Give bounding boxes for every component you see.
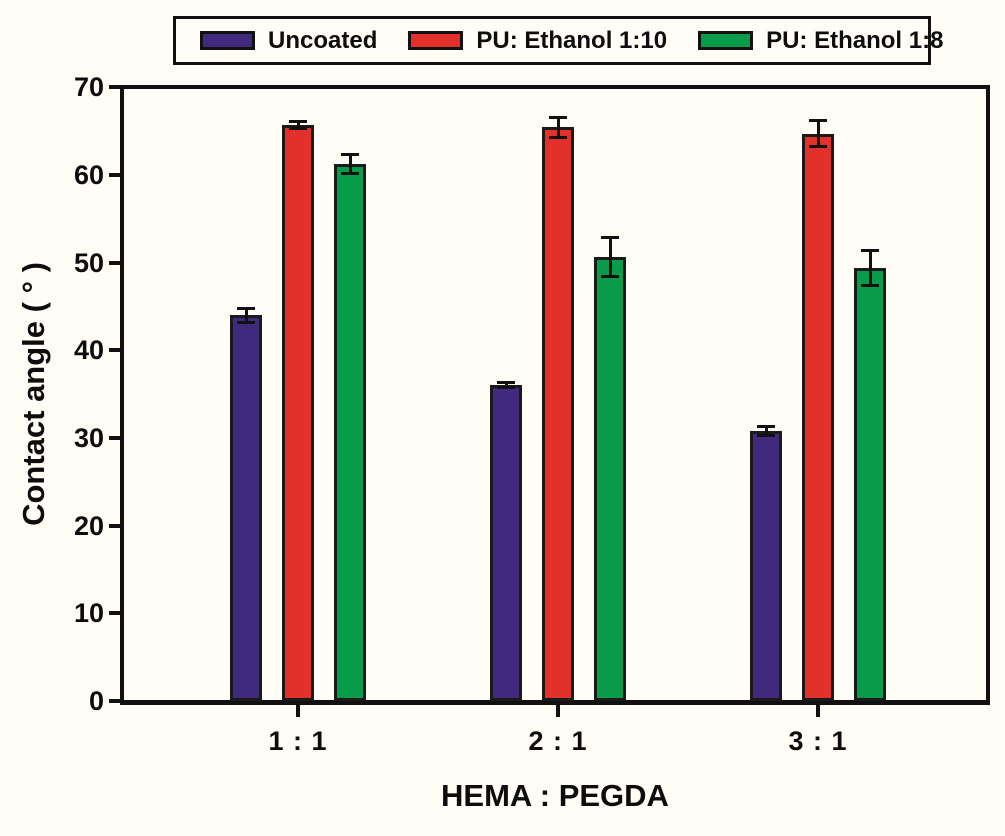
x-axis-tick	[296, 705, 300, 717]
legend-item: PU: Ethanol 1:10	[408, 27, 667, 55]
y-axis-tick	[109, 699, 120, 703]
bar	[334, 164, 366, 701]
legend-swatch	[200, 31, 255, 50]
x-category-label: 1 : 1	[268, 726, 328, 756]
error-bar-line	[764, 426, 768, 436]
bar	[594, 257, 626, 701]
error-bar-line	[296, 121, 300, 129]
error-bar-line	[868, 250, 872, 286]
error-bar-line	[608, 237, 612, 277]
y-axis-tick	[109, 348, 120, 353]
y-tick-label: 10	[73, 598, 104, 629]
error-bar-line	[556, 117, 560, 138]
error-bar-cap-top	[237, 306, 255, 310]
error-bar-cap-bottom	[601, 275, 619, 279]
y-axis-tick	[109, 85, 120, 90]
legend-item: Uncoated	[200, 27, 377, 55]
y-tick-label: 40	[73, 335, 104, 366]
error-bar-cap-top	[549, 116, 567, 120]
error-bar-cap-top	[341, 153, 359, 157]
y-axis-tick	[109, 611, 120, 616]
x-category-label: 2 : 1	[528, 726, 588, 756]
error-bar-cap-bottom	[497, 386, 515, 390]
error-bar-cap-top	[497, 381, 515, 385]
chart-legend: Uncoated PU: Ethanol 1:10 PU: Ethanol 1:8	[173, 16, 943, 65]
y-tick-label: 60	[73, 159, 104, 190]
error-bar-line	[504, 382, 508, 388]
error-bar-line	[244, 308, 248, 323]
bar	[854, 267, 886, 701]
error-bar-cap-bottom	[341, 172, 359, 176]
y-tick-label: 70	[73, 72, 104, 103]
error-bar-cap-top	[601, 236, 619, 240]
legend-label: Uncoated	[268, 26, 378, 54]
legend-item: PU: Ethanol 1:8	[698, 27, 943, 55]
bar	[802, 133, 834, 701]
error-bar-line	[348, 154, 352, 174]
y-tick-label: 50	[73, 247, 104, 278]
y-tick-label: 20	[73, 510, 104, 541]
y-tick-label: 30	[73, 422, 104, 453]
y-axis-tick	[109, 172, 120, 177]
y-axis-tick	[109, 523, 120, 528]
x-axis-tick	[816, 705, 820, 717]
legend-swatch	[408, 31, 464, 50]
x-axis-title: HEMA : PEGDA	[441, 778, 669, 813]
plot-frame	[120, 85, 990, 705]
error-bar-cap-bottom	[237, 320, 255, 324]
legend-label: PU: Ethanol 1:10	[476, 26, 668, 54]
y-axis-tick	[109, 435, 120, 440]
bar	[750, 430, 782, 701]
x-category-label: 3 : 1	[788, 726, 848, 756]
error-bar-cap-top	[861, 248, 879, 252]
x-axis-tick	[556, 705, 560, 717]
error-bar-cap-bottom	[809, 145, 827, 149]
error-bar-cap-top	[757, 424, 775, 428]
error-bar-cap-bottom	[861, 283, 879, 287]
y-tick-label: 0	[88, 686, 104, 716]
y-axis-title: Contact angle ( ° )	[16, 262, 51, 526]
error-bar-cap-bottom	[549, 135, 567, 139]
y-axis-tick	[109, 260, 120, 265]
error-bar-cap-top	[289, 119, 307, 123]
bar	[490, 385, 522, 701]
bar	[282, 124, 314, 701]
bar	[230, 315, 262, 701]
legend-label: PU: Ethanol 1:8	[766, 26, 944, 54]
bar	[542, 127, 574, 701]
legend-swatch	[698, 31, 754, 50]
error-bar-cap-top	[809, 118, 827, 122]
error-bar-line	[816, 120, 820, 147]
error-bar-cap-bottom	[289, 126, 307, 130]
error-bar-cap-bottom	[757, 433, 775, 437]
